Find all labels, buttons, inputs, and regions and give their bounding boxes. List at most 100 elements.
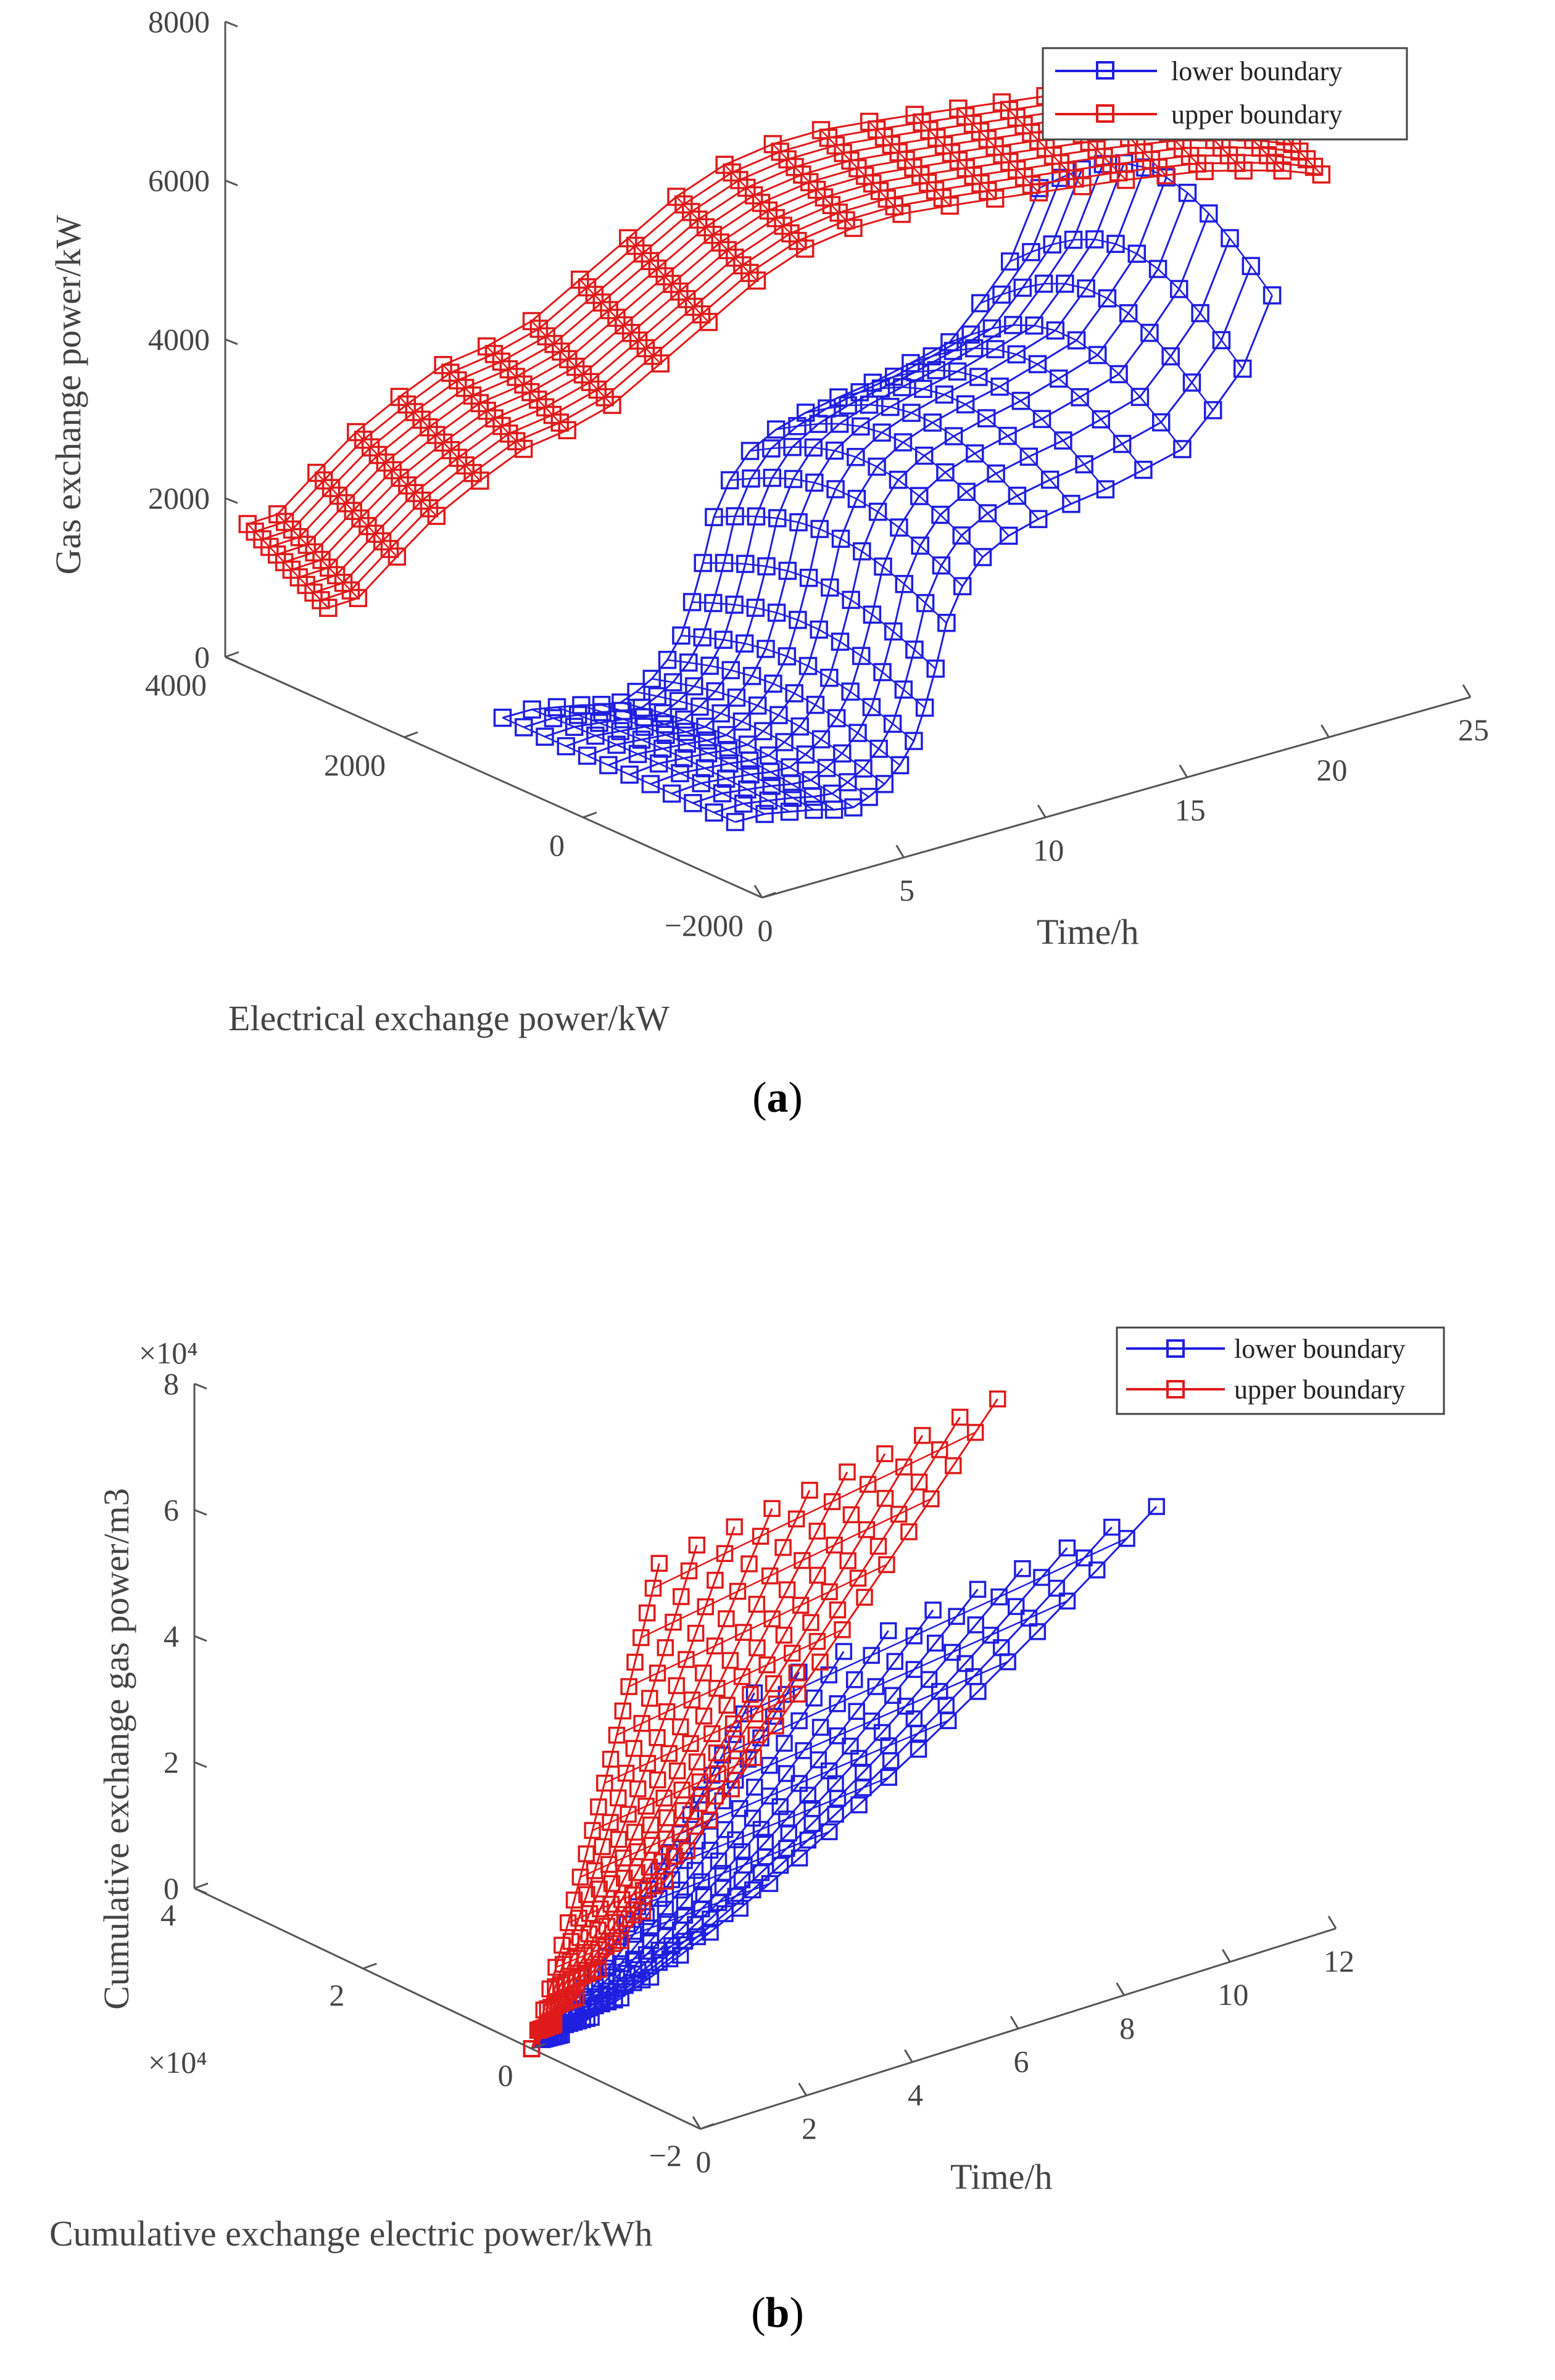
data-point-marker <box>778 1581 796 1598</box>
data-point-marker <box>390 387 409 407</box>
data-point-marker <box>688 1536 706 1554</box>
data-point-marker <box>850 1796 868 1814</box>
data-point-marker <box>1203 401 1222 419</box>
data-point-marker <box>806 695 825 714</box>
data-point-marker <box>759 791 778 810</box>
y-tick-label: 4000 <box>145 667 207 702</box>
data-point-marker <box>1028 355 1047 374</box>
data-point-marker <box>886 1653 903 1670</box>
series-line <box>523 177 1062 729</box>
data-point-marker <box>1032 410 1051 428</box>
y-axis-line <box>225 656 763 899</box>
data-point-marker <box>839 1463 856 1481</box>
data-point-marker <box>948 1608 965 1625</box>
data-point-marker <box>784 1645 801 1662</box>
data-point-marker <box>818 399 836 418</box>
z-tick-label: 8000 <box>148 4 210 39</box>
series-cross-line <box>729 477 963 587</box>
data-point-marker <box>616 1910 634 1927</box>
data-point-marker <box>614 1702 632 1720</box>
data-point-marker <box>732 712 752 731</box>
data-point-marker <box>639 1754 657 1772</box>
data-point-marker <box>817 759 836 777</box>
data-point-marker <box>634 1903 652 1920</box>
data-point-marker <box>624 1886 641 1904</box>
data-point-marker <box>703 1725 721 1743</box>
data-point-marker <box>802 1614 819 1631</box>
data-point-marker <box>565 717 584 736</box>
data-point-marker <box>579 1965 596 1983</box>
data-point-marker <box>522 312 541 331</box>
data-point-marker <box>905 105 924 124</box>
data-point-marker <box>1004 316 1022 334</box>
data-point-marker <box>649 754 668 773</box>
data-point-marker <box>690 697 709 716</box>
data-point-marker <box>619 229 637 247</box>
data-point-marker <box>617 1764 635 1782</box>
data-point-marker <box>733 1668 751 1685</box>
z-tick-label: 8 <box>164 1366 179 1401</box>
data-point-marker <box>649 1664 666 1682</box>
data-point-marker <box>910 1473 928 1491</box>
data-point-marker <box>932 556 951 575</box>
data-point-marker <box>554 1936 571 1954</box>
data-point-marker <box>583 2009 600 2026</box>
data-point-marker <box>733 1843 751 1861</box>
data-point-marker <box>894 680 913 699</box>
z-tick-label: 2000 <box>148 481 210 516</box>
data-point-marker <box>645 1877 663 1894</box>
data-point-marker <box>728 1735 745 1753</box>
data-point-marker <box>598 1917 616 1935</box>
data-point-marker <box>881 397 900 416</box>
data-point-marker <box>894 433 913 452</box>
data-point-marker <box>923 413 942 432</box>
data-point-marker <box>706 1637 724 1655</box>
z-tick <box>225 497 238 504</box>
data-point-marker <box>702 1923 719 1941</box>
data-point-marker <box>775 1626 793 1644</box>
data-point-marker <box>969 1580 987 1598</box>
data-point-marker <box>783 437 802 457</box>
data-point-marker <box>1048 1579 1065 1597</box>
data-point-marker <box>790 1775 808 1792</box>
data-point-marker <box>809 1566 826 1584</box>
data-point-marker <box>905 1627 923 1645</box>
data-point-marker <box>1106 234 1125 254</box>
data-point-marker <box>799 1787 816 1804</box>
caption-b-letter: b <box>765 2289 790 2337</box>
data-point-marker <box>711 704 730 723</box>
data-point-marker <box>949 99 968 118</box>
data-point-marker <box>978 504 997 523</box>
data-point-marker <box>1221 229 1239 247</box>
data-point-marker <box>761 1567 779 1585</box>
data-point-marker <box>642 669 661 688</box>
chart-a-zlabel: Gas exchange power/kW <box>48 215 88 574</box>
data-point-marker <box>632 730 651 749</box>
data-point-marker <box>594 1838 612 1856</box>
data-point-marker <box>687 1624 705 1642</box>
data-point-marker <box>831 632 850 651</box>
data-point-marker <box>570 2012 587 2030</box>
data-point-marker <box>778 647 797 666</box>
data-point-marker <box>1020 1609 1038 1627</box>
data-point-marker <box>649 1771 666 1788</box>
series-cross-line <box>568 1880 665 1923</box>
data-point-marker <box>879 1622 897 1640</box>
data-point-marker <box>758 1656 776 1674</box>
data-point-marker <box>795 1742 812 1759</box>
data-point-marker <box>603 1875 621 1893</box>
x-tick <box>904 2049 913 2063</box>
data-point-marker <box>717 725 736 745</box>
data-point-marker <box>1182 373 1201 392</box>
data-point-marker <box>781 758 799 777</box>
data-point-marker <box>653 739 672 758</box>
chart-panel-a: 0 5 10 15 20 25 4000 2000 0 −2000 0 2000 4000 6000 800… <box>0 0 1555 1160</box>
data-point-marker <box>850 383 869 402</box>
data-point-marker <box>1148 260 1167 278</box>
data-point-marker <box>826 480 845 498</box>
z-tick-label: 4000 <box>148 322 210 357</box>
data-point-marker <box>785 684 803 703</box>
series-line <box>531 1630 889 2050</box>
data-point-marker <box>811 121 831 139</box>
data-point-marker <box>721 1651 739 1669</box>
